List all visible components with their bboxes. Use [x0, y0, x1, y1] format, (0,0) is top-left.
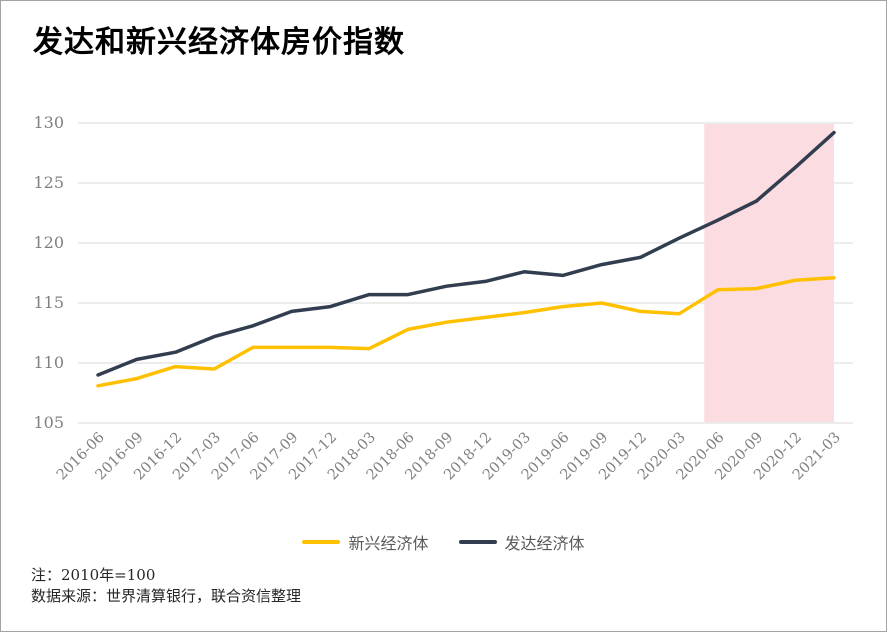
y-axis-tick-label: 105: [33, 413, 64, 432]
legend-item-developed: 发达经济体: [458, 530, 585, 554]
emerging-series-line: [96, 276, 836, 388]
developed-series-line: [96, 130, 836, 377]
developed-series-label: 发达经济体: [504, 534, 585, 553]
chart-legend: 新兴经济体 发达经济体: [1, 530, 886, 554]
developed-series-swatch: [458, 540, 497, 544]
chart-title: 发达和新兴经济体房价指数: [33, 25, 405, 60]
chart-notes: 注：2010年=100 数据来源：世界清算银行，联合资信整理: [31, 565, 301, 607]
price-index-line-chart: 1051101151201251302016-062016-092016-122…: [33, 113, 853, 483]
note-index-base: 注：2010年=100: [31, 566, 156, 584]
legend-item-emerging: 新兴经济体: [302, 530, 429, 554]
highlight-band: [704, 124, 834, 422]
y-axis-tick-label: 130: [33, 113, 64, 132]
emerging-series-swatch: [302, 540, 341, 544]
note-data-source: 数据来源：世界清算银行，联合资信整理: [31, 587, 302, 605]
y-axis-tick-label: 120: [33, 233, 64, 252]
y-axis-tick-label: 125: [33, 173, 64, 192]
y-axis-tick-label: 110: [33, 353, 64, 372]
y-axis-tick-label: 115: [33, 293, 64, 312]
emerging-series-label: 新兴经济体: [348, 534, 429, 553]
